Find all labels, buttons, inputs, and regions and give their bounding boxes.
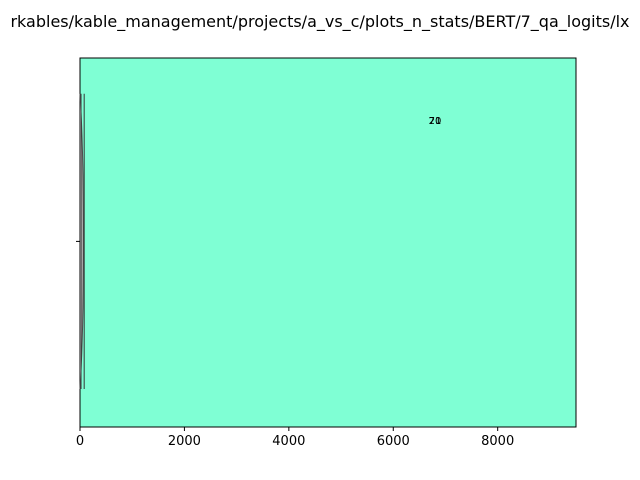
x-tick-label: 8000 [481,434,514,449]
x-tick-label: 0 [76,434,84,449]
x-axis: 0 2000 4000 6000 8000 [76,427,514,449]
violin-layer [79,93,85,390]
annotation-label: 70 [429,116,442,127]
x-tick-label: 4000 [272,434,305,449]
x-tick-label: 2000 [168,434,201,449]
annotation-label: 21 [429,116,442,127]
chart-title: rkables/kable_management/projects/a_vs_c… [10,12,629,32]
plot-area [79,57,577,428]
x-tick-label: 6000 [377,434,410,449]
